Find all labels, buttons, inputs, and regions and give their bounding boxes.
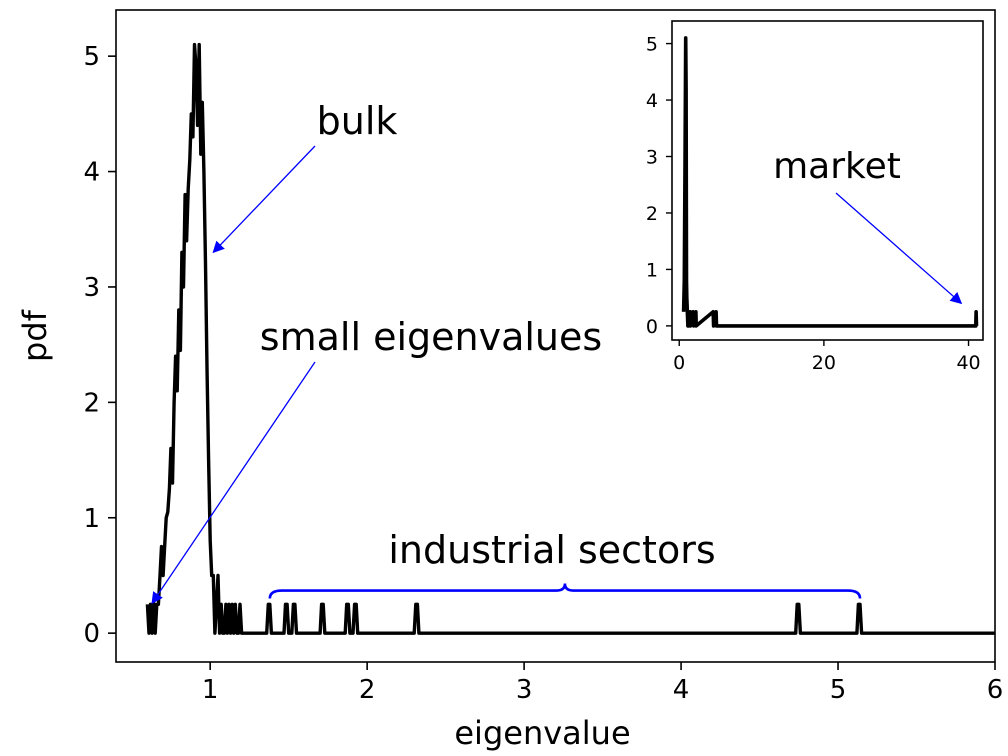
annotation-industrial-sectors-brace xyxy=(268,583,862,599)
main-plot: 1 2 3 4 5 6 0 1 2 3 4 5 eigenvalue pdf bulk small eigen… xyxy=(16,9,1004,752)
y-tick-label: 3 xyxy=(83,273,100,303)
inset-y-tick-label: 1 xyxy=(646,259,658,281)
x-tick-label: 1 xyxy=(202,675,219,705)
annotation-small-eigenvalues-label: small eigenvalues xyxy=(260,315,602,359)
inset-y-tick-label: 3 xyxy=(646,147,658,169)
inset-x-tick-label: 40 xyxy=(956,352,980,374)
main-plot-frame xyxy=(115,9,996,663)
inset-x-tick-label: 20 xyxy=(812,352,836,374)
annotation-bulk-label: bulk xyxy=(317,99,398,143)
inset-x-tick-label: 0 xyxy=(673,352,685,374)
y-tick-label: 2 xyxy=(83,388,100,418)
annotation-market-label: market xyxy=(773,146,901,187)
y-tick-label: 4 xyxy=(83,158,100,188)
x-tick-label: 2 xyxy=(359,675,376,705)
inset-y-tick-label: 4 xyxy=(646,90,658,112)
x-axis-title: eigenvalue xyxy=(454,714,630,752)
annotation-market-arrow xyxy=(835,192,963,305)
pdf-series-line xyxy=(145,42,995,635)
inset-y-tick-label: 2 xyxy=(646,203,658,225)
inset-frame xyxy=(671,20,984,341)
inset-y-tick-label: 5 xyxy=(646,34,658,56)
y-axis-title: pdf xyxy=(16,309,54,362)
inset-plot: 0 20 40 0 1 2 3 4 5 market xyxy=(646,20,984,374)
annotation-industrial-sectors-label: industrial sectors xyxy=(388,528,715,572)
x-tick-label: 3 xyxy=(516,675,533,705)
inset-series-line xyxy=(681,36,979,328)
y-tick-label: 5 xyxy=(83,42,100,72)
inset-background xyxy=(672,21,983,340)
inset-y-tick-label: 0 xyxy=(646,316,658,338)
x-tick-label: 4 xyxy=(673,675,690,705)
x-tick-label: 5 xyxy=(830,675,847,705)
y-tick-label: 0 xyxy=(83,619,100,649)
x-tick-label: 6 xyxy=(987,675,1004,705)
annotation-small-eigenvalues-arrow xyxy=(151,361,316,605)
y-tick-label: 1 xyxy=(83,504,100,534)
annotation-bulk-arrow xyxy=(212,145,316,254)
